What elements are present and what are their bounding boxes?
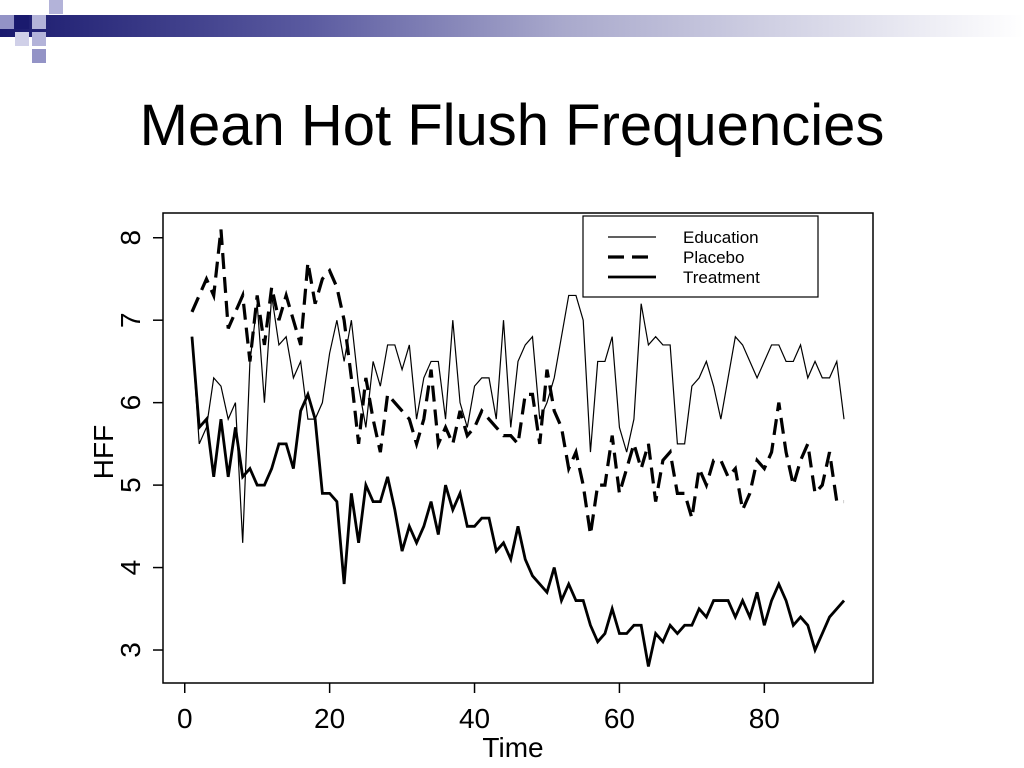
y-tick-label: 3 [115,642,146,658]
decor-square-light [32,32,46,46]
decor-square-navy [15,15,29,29]
decor-square-light [49,0,63,14]
decor-square-navy [0,15,14,29]
y-tick-label: 7 [115,312,146,328]
series-line-placebo [190,229,845,535]
y-tick-label: 6 [115,395,146,411]
x-tick-label: 60 [604,703,635,734]
legend-label: Education [683,228,759,247]
slide-title: Mean Hot Flush Frequencies [139,93,885,158]
y-tick-label: 5 [115,477,146,493]
legend-label: Treatment [683,268,760,287]
legend-label: Placebo [683,248,744,267]
x-tick-label: 0 [177,703,193,734]
decor-square-light [32,15,46,29]
series-line-treatment [190,336,846,667]
decor-square-light [15,32,29,46]
y-tick-label: 4 [115,560,146,576]
x-tick-label: 80 [749,703,780,734]
y-tick-label: 8 [115,230,146,246]
series-line-education [191,294,845,543]
plot-frame [162,212,874,684]
decor-square-navy [32,49,46,63]
x-tick-label: 20 [314,703,345,734]
header-gradient-bar [0,15,1024,37]
y-axis-label: HFF [88,425,119,479]
x-tick-label: 40 [459,703,490,734]
x-axis-label: Time [482,732,543,763]
